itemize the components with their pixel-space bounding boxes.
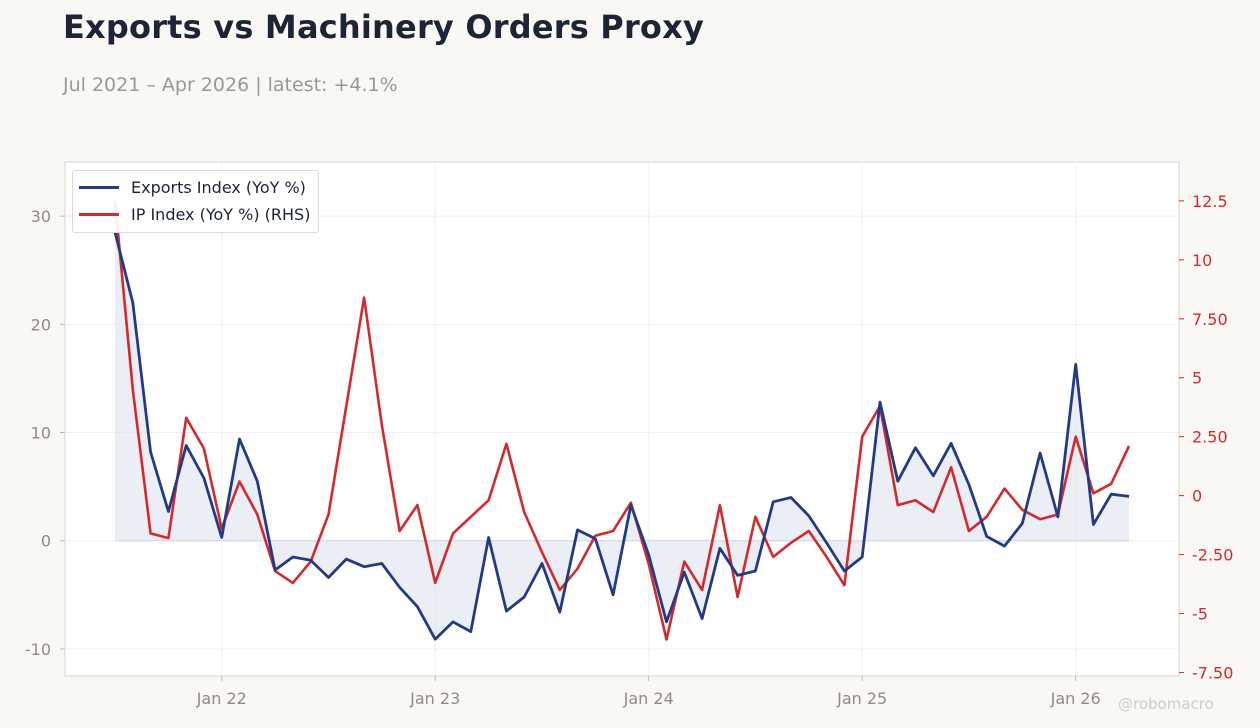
right-axis-tick-label: 2.50	[1192, 428, 1228, 447]
legend-swatch-exports	[79, 186, 119, 189]
right-axis-tick-label: 5	[1192, 369, 1202, 388]
plot-area	[65, 162, 1179, 676]
x-axis-tick-label: Jan 22	[196, 689, 247, 708]
right-axis-tick-label: 10	[1192, 251, 1212, 270]
x-axis-tick-label: Jan 23	[409, 689, 460, 708]
x-axis-tick-label: Jan 25	[836, 689, 887, 708]
chart-subtitle: Jul 2021 – Apr 2026 | latest: +4.1%	[63, 74, 398, 96]
x-axis-tick-label: Jan 26	[1050, 689, 1101, 708]
right-axis-tick-label: -2.50	[1192, 546, 1233, 565]
x-axis-tick-label: Jan 24	[623, 689, 674, 708]
legend-label-exports: Exports Index (YoY %)	[131, 178, 306, 197]
left-axis-tick-label: 30	[31, 207, 51, 226]
right-axis-tick-label: 7.50	[1192, 310, 1228, 329]
series-line-ip-index	[113, 200, 1131, 641]
left-axis-tick-label: 10	[31, 424, 51, 443]
left-axis-tick-label: 20	[31, 315, 51, 334]
series-line-exports-index	[113, 231, 1130, 641]
right-axis-tick-label: -7.50	[1192, 663, 1233, 682]
exports-area-fill	[115, 232, 1130, 640]
legend-swatch-ip	[79, 213, 119, 216]
plot-frame	[64, 161, 1180, 677]
left-axis-tick-label: -10	[25, 640, 51, 659]
right-axis-tick-label: 0	[1192, 487, 1202, 506]
legend-item-exports: Exports Index (YoY %)	[79, 174, 310, 201]
legend-item-ip: IP Index (YoY %) (RHS)	[79, 201, 310, 228]
legend-label-ip: IP Index (YoY %) (RHS)	[131, 205, 311, 224]
chart-title: Exports vs Machinery Orders Proxy	[63, 8, 705, 46]
chart-legend: Exports Index (YoY %) IP Index (YoY %) (…	[72, 170, 320, 233]
right-axis-tick-label: -5	[1192, 605, 1208, 624]
watermark: @robomacro	[1118, 695, 1214, 713]
left-axis-tick-label: 0	[41, 532, 51, 551]
right-axis-tick-label: 12.5	[1192, 192, 1228, 211]
